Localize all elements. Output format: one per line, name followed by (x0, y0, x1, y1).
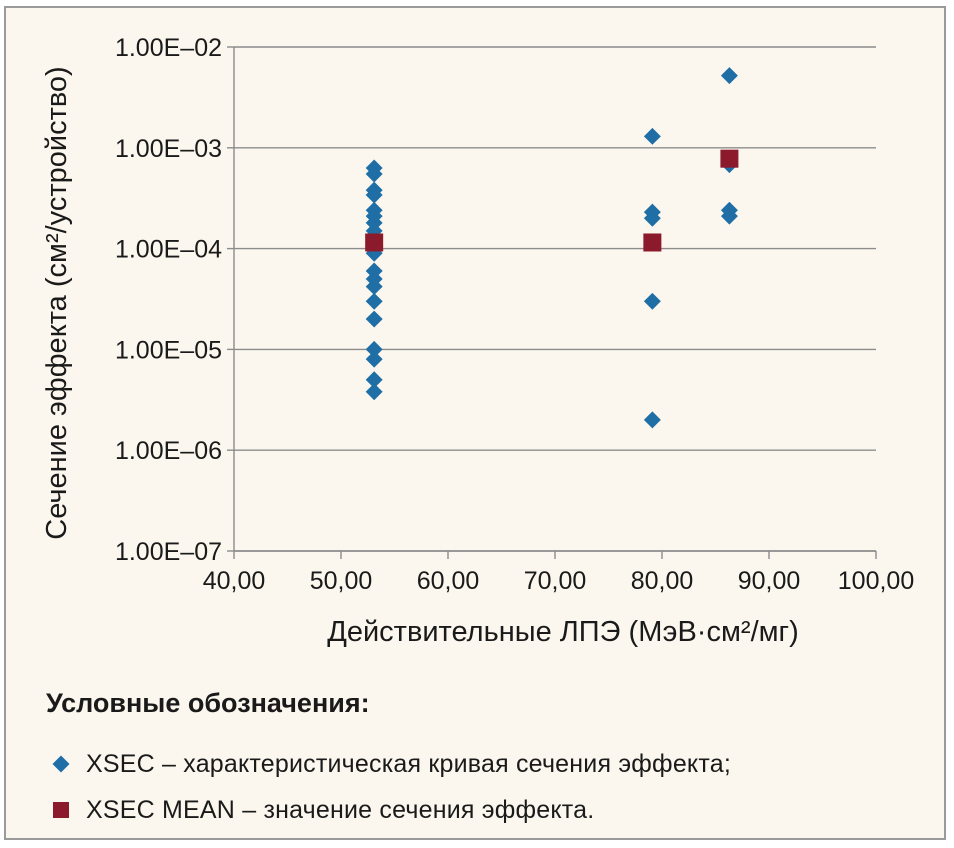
data-point-layer (365, 67, 739, 429)
xsec-point (365, 165, 383, 183)
xsec-point (720, 207, 738, 225)
xsec-point (643, 411, 661, 429)
xsec-point (365, 186, 383, 204)
y-tick-label: 1.00E–05 (115, 336, 222, 364)
xsec-mean-point (643, 233, 662, 252)
x-tick-label: 100,00 (838, 567, 914, 595)
tick-label-layer: 1.00E–07 1.00E–06 1.00E–05 1.00E–04 1.00E–03… (115, 34, 914, 595)
legend-label: XSEC – характеристическая кривая сечения… (86, 749, 731, 778)
y-tick-label: 1.00E–06 (115, 437, 222, 465)
xsec-point (643, 209, 661, 227)
legend-title: Условные обозначения: (46, 688, 370, 718)
xsec-point (365, 350, 383, 368)
xsec-point (720, 67, 738, 85)
square-marker-icon (46, 799, 76, 821)
x-tick-label: 40,00 (203, 567, 266, 595)
x-tick-label: 60,00 (417, 567, 480, 595)
xsec-point (365, 371, 383, 389)
xsec-point (365, 340, 383, 358)
grid-layer (234, 46, 876, 552)
x-tick-label: 80,00 (631, 567, 694, 595)
xsec-point (365, 383, 383, 401)
legend-item-xsec-mean: XSEC MEAN – значение сечения эффекта. (46, 787, 731, 833)
scatter-chart: 1.00E–07 1.00E–06 1.00E–05 1.00E–04 1.00E–03… (41, 34, 914, 648)
legend: Условные обозначения: XSEC – характерист… (46, 688, 731, 833)
legend-item-xsec: XSEC – характеристическая кривая сечения… (46, 741, 731, 787)
x-tick-label: 70,00 (524, 567, 587, 595)
xsec-mean-point (365, 233, 384, 252)
x-tick-label: 90,00 (738, 567, 801, 595)
figure-frame: 1.00E–07 1.00E–06 1.00E–05 1.00E–04 1.00E–03… (4, 6, 946, 840)
x-tick-label: 50,00 (310, 567, 373, 595)
y-tick-label: 1.00E–07 (115, 538, 222, 566)
y-tick-label: 1.00E–02 (115, 34, 222, 62)
diamond-marker-icon (46, 753, 76, 775)
xsec-point (365, 292, 383, 310)
legend-label: XSEC MEAN – значение сечения эффекта. (86, 795, 595, 824)
x-axis-title: Действительные ЛПЭ (МэВ·см²/мг) (327, 616, 799, 648)
y-tick-label: 1.00E–03 (115, 135, 222, 163)
y-tick-label: 1.00E–04 (115, 236, 222, 264)
axis-layer (227, 46, 877, 559)
xsec-mean-point (720, 149, 739, 168)
xsec-point (643, 292, 661, 310)
xsec-point (365, 278, 383, 296)
y-axis-title: Сечение эффекта (см²/устройство) (41, 66, 73, 539)
xsec-point (643, 127, 661, 145)
xsec-point (365, 310, 383, 328)
